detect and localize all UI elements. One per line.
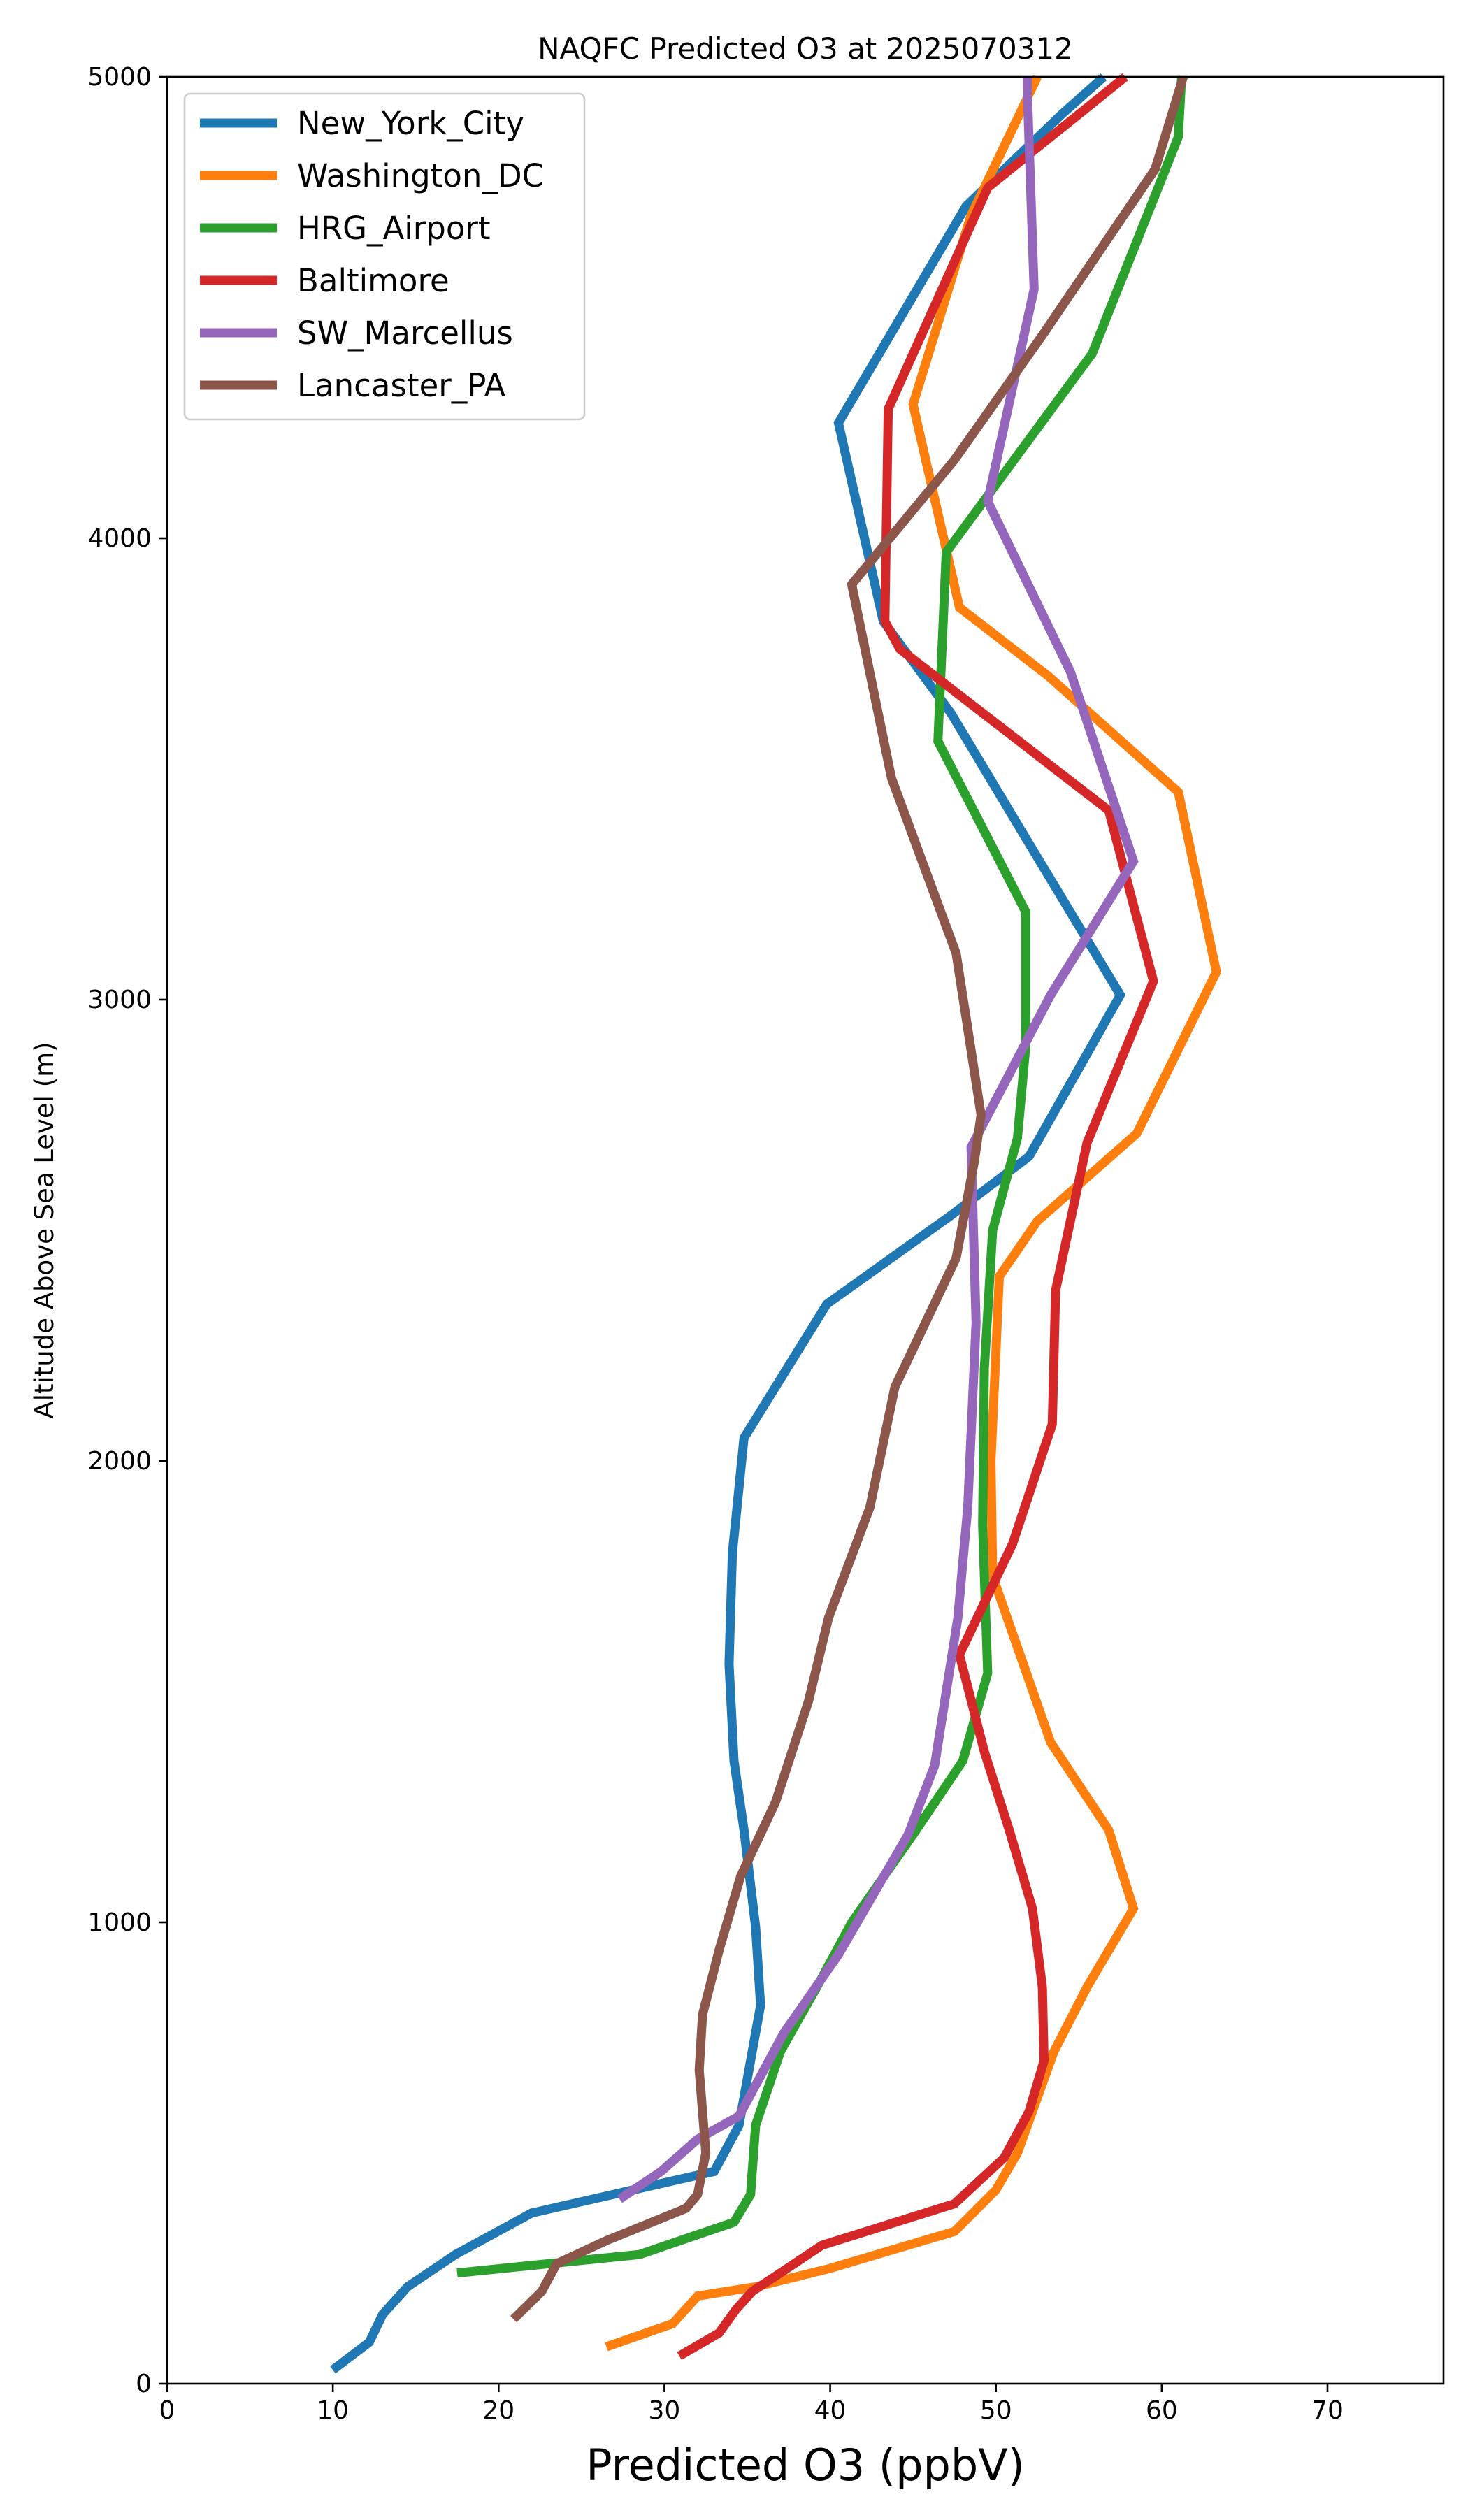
x-tick-label: 0 bbox=[159, 2396, 175, 2425]
x-tick-label: 50 bbox=[980, 2396, 1012, 2425]
x-axis-label: Predicted O3 (ppbV) bbox=[586, 2440, 1025, 2491]
legend-label: Lancaster_PA bbox=[297, 367, 506, 404]
y-tick-label: 4000 bbox=[87, 524, 152, 553]
x-tick-label: 10 bbox=[317, 2396, 349, 2425]
series-line-washington-dc bbox=[605, 75, 1221, 2352]
legend: New_York_City Washington_DC HRG_Airport Bal… bbox=[183, 92, 586, 421]
series-layer bbox=[330, 73, 1221, 2374]
legend-label: New_York_City bbox=[297, 105, 524, 142]
y-axis-label: Altitude Above Sea Level (m) bbox=[29, 1042, 59, 1418]
legend-entries: New_York_City Washington_DC HRG_Airport Bal… bbox=[200, 105, 544, 404]
x-tick-label: 60 bbox=[1146, 2396, 1178, 2425]
y-tick-label: 0 bbox=[136, 2370, 152, 2398]
legend-label: HRG_Airport bbox=[297, 210, 491, 247]
legend-label: Washington_DC bbox=[297, 157, 544, 194]
series-line-sw-marcellus bbox=[617, 77, 1139, 2203]
x-tick-label: 30 bbox=[649, 2396, 681, 2425]
y-tick-label: 1000 bbox=[87, 1908, 152, 1937]
legend-label: Baltimore bbox=[297, 262, 449, 299]
y-tick-label: 2000 bbox=[87, 1447, 152, 1476]
plot-frame bbox=[166, 75, 1445, 2385]
x-axis-ticks: 0 10 20 30 40 50 60 70 bbox=[159, 2384, 1344, 2425]
series-line-lancaster-pa bbox=[510, 75, 1188, 2323]
legend-frame bbox=[183, 92, 586, 421]
x-tick-label: 70 bbox=[1311, 2396, 1344, 2425]
x-tick-label: 40 bbox=[814, 2396, 847, 2425]
chart-title: NAQFC Predicted O3 at 2025070312 bbox=[538, 31, 1073, 66]
y-tick-label: 3000 bbox=[87, 986, 152, 1014]
x-tick-label: 20 bbox=[482, 2396, 514, 2425]
y-tick-label: 5000 bbox=[87, 63, 152, 92]
series-line-baltimore bbox=[677, 73, 1158, 2361]
legend-label: SW_Marcellus bbox=[297, 315, 513, 352]
y-axis-ticks: 0 1000 2000 3000 4000 5000 bbox=[87, 63, 167, 2398]
